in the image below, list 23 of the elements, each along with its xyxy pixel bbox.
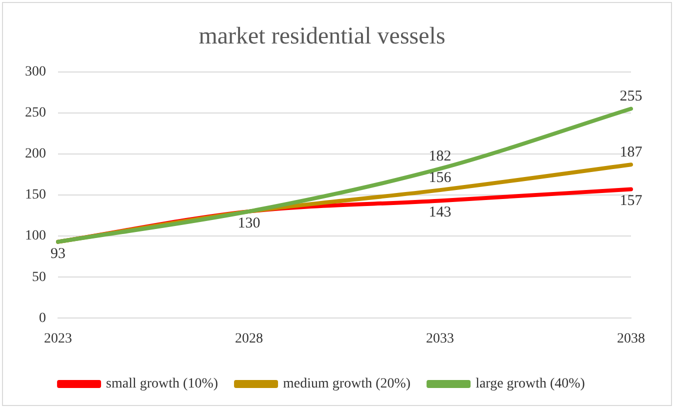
x-tick-label: 2033: [426, 331, 454, 346]
x-tick-label: 2038: [617, 331, 645, 346]
x-tick-label: 2028: [235, 331, 263, 346]
x-tick-label: 2023: [44, 331, 72, 346]
data-label: 182: [428, 148, 452, 165]
y-tick-label: 50: [32, 270, 46, 285]
data-label: 187: [620, 144, 643, 161]
y-tick-label: 0: [39, 310, 46, 326]
data-label: 255: [620, 88, 642, 105]
data-label: 130: [238, 215, 260, 232]
data-label: 157: [620, 193, 643, 210]
y-tick-label: 250: [25, 106, 46, 121]
data-label: 93: [50, 246, 66, 262]
data-label: 143: [428, 204, 452, 221]
y-tick-label: 300: [25, 64, 46, 80]
chart-title: market residential vessels: [198, 24, 446, 50]
legend-label: large growth (40%): [476, 376, 586, 392]
data-label: 156: [428, 170, 452, 186]
y-tick-label: 150: [25, 188, 46, 203]
legend-label: medium growth (20%): [283, 376, 411, 392]
legend-label: small growth (10%): [106, 376, 218, 392]
y-tick-label: 100: [25, 228, 46, 244]
y-tick-label: 200: [25, 146, 46, 162]
